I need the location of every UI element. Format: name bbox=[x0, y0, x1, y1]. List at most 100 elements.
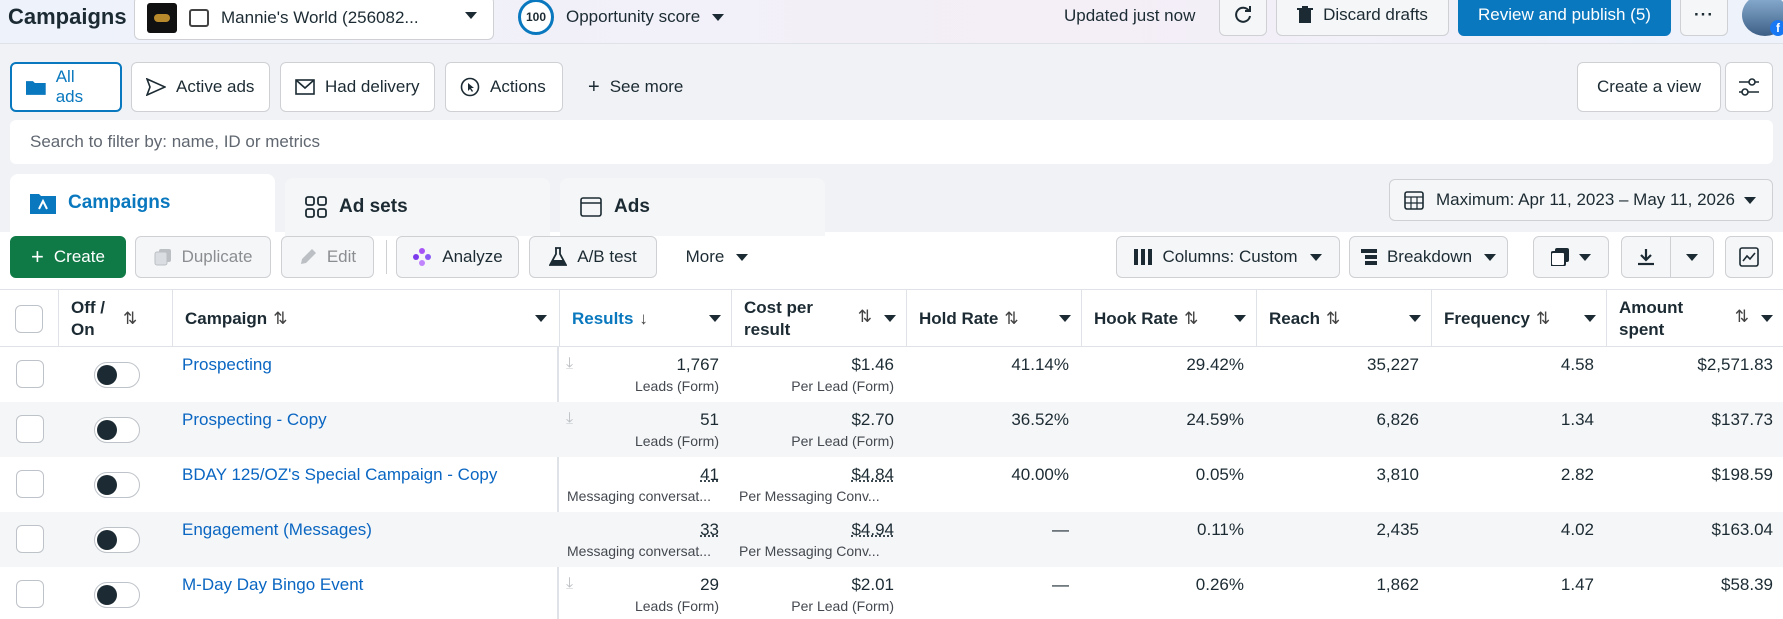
column-header-off-on[interactable]: Off / On ⇅ bbox=[58, 290, 172, 347]
filter-settings-button[interactable] bbox=[1725, 62, 1773, 112]
tab-ad-sets[interactable]: Ad sets bbox=[285, 178, 550, 236]
tab-ads-label: Ads bbox=[614, 196, 650, 218]
charts-button[interactable] bbox=[1725, 236, 1773, 278]
grid-icon bbox=[305, 196, 327, 218]
refresh-button[interactable] bbox=[1219, 0, 1267, 36]
more-label: More bbox=[686, 247, 725, 267]
table-row[interactable]: Engagement (Messages) 33 Messaging convers… bbox=[0, 512, 1783, 567]
campaign-toggle[interactable] bbox=[94, 582, 140, 608]
cost-cell: $4.84 Per Messaging Conv... bbox=[731, 457, 906, 512]
envelope-icon bbox=[295, 79, 315, 95]
create-button[interactable]: + Create bbox=[10, 236, 126, 278]
filter-all-ads[interactable]: All ads bbox=[10, 62, 122, 112]
column-header-results[interactable]: Results ↓ bbox=[559, 290, 731, 347]
analyze-button[interactable]: Analyze bbox=[396, 236, 519, 278]
filter-active-ads[interactable]: Active ads bbox=[131, 62, 270, 112]
account-name: Mannie's World (256082... bbox=[221, 8, 419, 28]
campaign-toggle[interactable] bbox=[94, 472, 140, 498]
chevron-down-icon[interactable] bbox=[1234, 315, 1246, 322]
sort-icon[interactable]: ⇅ bbox=[1004, 309, 1018, 329]
column-header-amount-spent[interactable]: Amount spent ⇅ bbox=[1606, 290, 1783, 347]
sort-icon[interactable]: ⇅ bbox=[858, 307, 872, 327]
column-header-hold-rate[interactable]: Hold Rate ⇅ bbox=[906, 290, 1081, 347]
columns-button[interactable]: Columns: Custom bbox=[1116, 236, 1340, 278]
chevron-down-icon bbox=[1579, 254, 1591, 261]
avatar[interactable] bbox=[1742, 0, 1783, 36]
export-button[interactable] bbox=[1621, 236, 1671, 278]
table-row[interactable]: Prospecting ⤓ 1,767 Leads (Form) $1.46 Per Le… bbox=[0, 347, 1783, 402]
chevron-down-icon[interactable] bbox=[1409, 315, 1421, 322]
more-options-button[interactable]: ··· bbox=[1680, 0, 1728, 36]
campaign-name-link[interactable]: Engagement (Messages) bbox=[182, 520, 372, 540]
campaign-toggle[interactable] bbox=[94, 362, 140, 388]
more-actions-button[interactable]: More bbox=[667, 236, 767, 278]
search-input[interactable]: Search to filter by: name, ID or metrics bbox=[10, 120, 1773, 164]
chevron-down-icon[interactable] bbox=[1059, 315, 1071, 322]
export-options-button[interactable] bbox=[1670, 236, 1714, 278]
hook-rate-cell: 0.05% bbox=[1081, 457, 1256, 512]
amount-spent-cell: $163.04 bbox=[1606, 512, 1783, 567]
opportunity-score[interactable]: 100 Opportunity score bbox=[518, 0, 724, 34]
discard-drafts-button[interactable]: Discard drafts bbox=[1276, 0, 1449, 36]
row-checkbox[interactable] bbox=[16, 525, 44, 553]
column-header-campaign[interactable]: Campaign ⇅ bbox=[172, 290, 557, 347]
ab-test-label: A/B test bbox=[577, 247, 637, 267]
row-checkbox[interactable] bbox=[16, 470, 44, 498]
row-checkbox[interactable] bbox=[16, 360, 44, 388]
sort-icon[interactable]: ⇅ bbox=[1184, 309, 1198, 329]
ab-test-button[interactable]: A/B test bbox=[529, 236, 657, 278]
row-checkbox[interactable] bbox=[16, 415, 44, 443]
tab-ads[interactable]: Ads bbox=[560, 178, 825, 236]
column-header-frequency[interactable]: Frequency ⇅ bbox=[1431, 290, 1606, 347]
cost-type: Per Lead (Form) bbox=[731, 433, 894, 449]
reports-button[interactable] bbox=[1533, 236, 1609, 278]
reach-cell: 3,810 bbox=[1256, 457, 1431, 512]
edit-button[interactable]: Edit bbox=[281, 236, 374, 278]
send-icon bbox=[146, 78, 166, 96]
filter-had-delivery[interactable]: Had delivery bbox=[280, 62, 435, 112]
campaign-name-link[interactable]: M-Day Day Bingo Event bbox=[182, 575, 363, 595]
table-row[interactable]: M-Day Day Bingo Event ⤓ 29 Leads (Form) $2.0… bbox=[0, 567, 1783, 619]
account-selector[interactable]: Mannie's World (256082... bbox=[134, 0, 494, 40]
columns-icon bbox=[1134, 249, 1152, 265]
campaign-name-link[interactable]: Prospecting bbox=[182, 355, 272, 375]
hold-rate-cell: 41.14% bbox=[906, 347, 1081, 402]
column-header-reach[interactable]: Reach ⇅ bbox=[1256, 290, 1431, 347]
create-view-button[interactable]: Create a view bbox=[1577, 62, 1721, 112]
chevron-down-icon[interactable] bbox=[884, 315, 896, 322]
tab-ad-sets-label: Ad sets bbox=[339, 196, 408, 218]
breakdown-button[interactable]: Breakdown bbox=[1349, 236, 1508, 278]
plus-icon: + bbox=[31, 244, 44, 270]
cost-cell: $1.46 Per Lead (Form) bbox=[731, 347, 906, 402]
sort-down-icon[interactable]: ↓ bbox=[639, 309, 648, 329]
chevron-down-icon[interactable] bbox=[535, 315, 547, 322]
table-row[interactable]: Prospecting - Copy ⤓ 51 Leads (Form) $2.70 Pe… bbox=[0, 402, 1783, 457]
campaign-toggle[interactable] bbox=[94, 527, 140, 553]
trash-icon bbox=[1297, 6, 1313, 24]
duplicate-button[interactable]: Duplicate bbox=[135, 236, 271, 278]
chevron-down-icon[interactable] bbox=[709, 315, 721, 322]
campaign-toggle[interactable] bbox=[94, 417, 140, 443]
column-header-hook-rate[interactable]: Hook Rate ⇅ bbox=[1081, 290, 1256, 347]
review-publish-button[interactable]: Review and publish (5) bbox=[1458, 0, 1671, 36]
sort-icon[interactable]: ⇅ bbox=[1735, 307, 1749, 327]
filter-actions[interactable]: Actions bbox=[445, 62, 563, 112]
row-checkbox[interactable] bbox=[16, 580, 44, 608]
campaign-name-link[interactable]: Prospecting - Copy bbox=[182, 410, 327, 430]
table-row[interactable]: BDAY 125/OZ's Special Campaign - Copy 41 M… bbox=[0, 457, 1783, 512]
cost-type: Per Lead (Form) bbox=[731, 378, 894, 394]
cost-header-text: Cost per result bbox=[744, 297, 813, 341]
tab-campaigns[interactable]: Campaigns bbox=[10, 174, 275, 232]
chevron-down-icon[interactable] bbox=[1584, 315, 1596, 322]
chevron-down-icon[interactable] bbox=[1761, 315, 1773, 322]
sort-icon[interactable]: ⇅ bbox=[1536, 309, 1550, 329]
campaign-name-link[interactable]: BDAY 125/OZ's Special Campaign - Copy bbox=[182, 465, 497, 485]
select-all-checkbox[interactable] bbox=[15, 305, 43, 333]
column-header-cost-per-result[interactable]: Cost per result ⇅ bbox=[731, 290, 906, 347]
date-range-picker[interactable]: Maximum: Apr 11, 2023 – May 11, 2026 bbox=[1389, 179, 1773, 221]
sort-icon[interactable]: ⇅ bbox=[273, 309, 287, 329]
see-more-filters-button[interactable]: + See more bbox=[574, 62, 697, 112]
sort-icon[interactable]: ⇅ bbox=[123, 309, 137, 329]
reports-icon bbox=[1551, 248, 1569, 266]
sort-icon[interactable]: ⇅ bbox=[1326, 309, 1340, 329]
